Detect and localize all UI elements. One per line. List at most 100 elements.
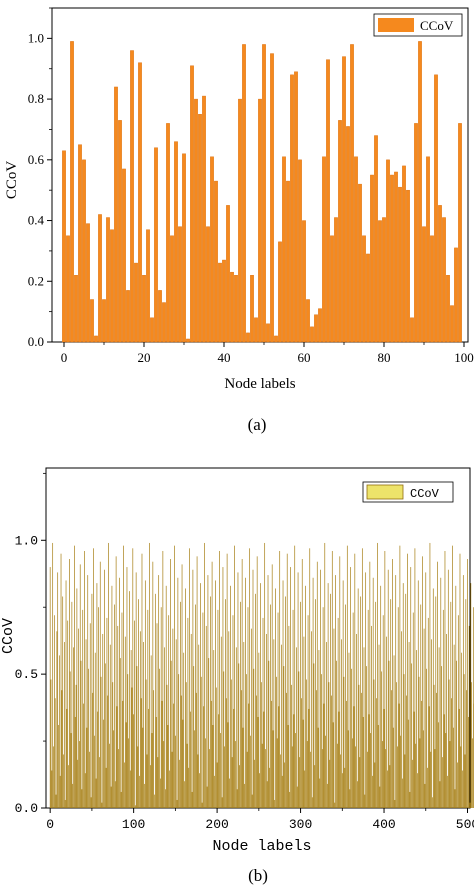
bar bbox=[117, 625, 119, 808]
bar bbox=[330, 235, 334, 343]
y-tick-label: 0.5 bbox=[15, 667, 38, 682]
bar bbox=[183, 652, 185, 808]
bar bbox=[137, 746, 139, 808]
bar bbox=[241, 559, 243, 808]
bar bbox=[413, 711, 415, 808]
bar bbox=[133, 714, 134, 808]
bar bbox=[386, 636, 387, 808]
bar bbox=[472, 607, 474, 808]
bar bbox=[292, 609, 294, 808]
bar bbox=[311, 631, 312, 808]
bar bbox=[304, 770, 306, 808]
bar bbox=[412, 612, 414, 808]
bar bbox=[382, 615, 384, 808]
bar bbox=[365, 572, 367, 808]
bar bbox=[455, 585, 457, 808]
bar bbox=[315, 599, 316, 808]
bar bbox=[262, 617, 264, 808]
bar bbox=[258, 98, 262, 343]
bar bbox=[149, 765, 151, 808]
bar bbox=[131, 687, 133, 808]
bar bbox=[217, 609, 219, 808]
bar bbox=[118, 749, 119, 808]
bar bbox=[286, 692, 287, 808]
bar bbox=[457, 762, 458, 808]
bar bbox=[409, 791, 411, 808]
bar bbox=[236, 789, 238, 808]
bar bbox=[246, 751, 248, 808]
bar bbox=[462, 770, 463, 808]
bar bbox=[264, 542, 266, 808]
legend-label-a: CCoV bbox=[420, 18, 454, 33]
bar bbox=[450, 601, 452, 808]
bar bbox=[395, 575, 397, 808]
chart-panel-a: 0 20 40 60 80 100 0.0 0.2 0.4 0.6 0.8 1.0 Node lab… bbox=[4, 7, 474, 434]
bar bbox=[466, 690, 468, 808]
bar bbox=[220, 733, 221, 808]
bar bbox=[285, 596, 286, 808]
bar bbox=[256, 556, 258, 808]
bar bbox=[257, 716, 259, 808]
bar bbox=[62, 150, 66, 343]
x-tick-label: 0 bbox=[61, 350, 68, 365]
bar bbox=[306, 299, 310, 343]
bar bbox=[461, 652, 463, 808]
bar bbox=[226, 205, 230, 343]
bar bbox=[299, 757, 301, 808]
bar bbox=[180, 695, 182, 808]
bar bbox=[148, 708, 150, 808]
y-tick-label: 0.6 bbox=[28, 152, 45, 167]
bar bbox=[408, 642, 410, 808]
bar bbox=[282, 580, 284, 808]
bar bbox=[278, 241, 282, 343]
bar bbox=[174, 545, 175, 808]
bar bbox=[274, 335, 278, 343]
bar bbox=[331, 695, 332, 808]
caption-a: (a) bbox=[248, 415, 267, 434]
bar bbox=[57, 572, 59, 808]
bar bbox=[427, 617, 429, 808]
bar bbox=[316, 561, 318, 808]
bar bbox=[173, 703, 175, 808]
bar bbox=[88, 668, 89, 808]
bar bbox=[66, 708, 68, 808]
bar bbox=[446, 633, 447, 808]
bar bbox=[271, 700, 272, 808]
y-ticks-a: 0.0 0.2 0.4 0.6 0.8 1.0 bbox=[28, 7, 52, 349]
y-axis-label-a: CCoV bbox=[4, 161, 20, 200]
bar bbox=[388, 660, 390, 808]
bar bbox=[125, 722, 127, 808]
bar bbox=[225, 698, 227, 808]
bar bbox=[382, 741, 383, 808]
bar bbox=[66, 235, 70, 343]
bar bbox=[294, 71, 298, 343]
bar bbox=[234, 545, 235, 808]
bar bbox=[379, 786, 381, 808]
bar bbox=[96, 583, 98, 808]
bar bbox=[162, 550, 164, 808]
bar bbox=[98, 214, 102, 343]
bar bbox=[143, 642, 145, 808]
bar bbox=[150, 317, 154, 343]
bar bbox=[193, 666, 195, 808]
bar bbox=[397, 746, 398, 808]
bar bbox=[470, 583, 472, 808]
bar bbox=[434, 74, 438, 343]
bar bbox=[208, 658, 210, 808]
bar bbox=[453, 644, 455, 808]
bar bbox=[232, 615, 234, 808]
bar bbox=[335, 575, 336, 808]
bar bbox=[314, 314, 318, 343]
bar bbox=[374, 762, 376, 808]
bar bbox=[123, 545, 124, 808]
bar bbox=[387, 569, 389, 808]
bar bbox=[145, 679, 147, 808]
bar bbox=[276, 738, 278, 808]
bar bbox=[190, 65, 194, 343]
bar bbox=[418, 41, 422, 343]
bar bbox=[329, 759, 331, 808]
y-tick-label: 1.0 bbox=[15, 533, 38, 548]
bar bbox=[202, 612, 204, 808]
bar bbox=[454, 247, 458, 343]
bar bbox=[194, 98, 198, 343]
